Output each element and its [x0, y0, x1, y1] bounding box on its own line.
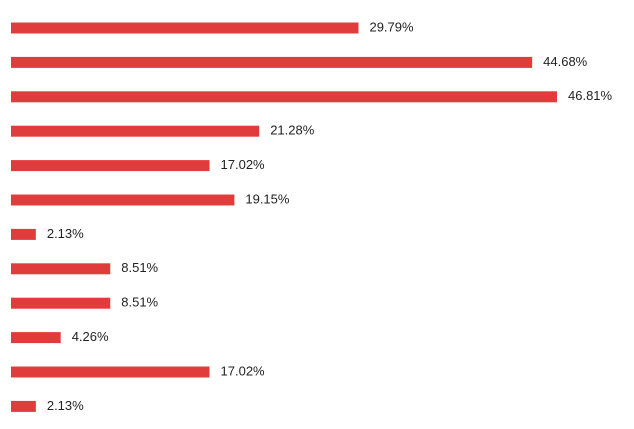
value-label: 17.02%: [221, 363, 266, 378]
value-label: 19.15%: [245, 191, 290, 206]
bar: [11, 366, 210, 378]
value-label: 2.13%: [47, 398, 84, 413]
bar: [11, 56, 533, 68]
value-label: 8.51%: [121, 260, 158, 275]
value-label: 29.79%: [369, 19, 414, 34]
bar: [11, 228, 36, 240]
bar: [11, 297, 111, 309]
bar: [11, 160, 210, 172]
bar: [11, 194, 235, 206]
value-label: 2.13%: [47, 226, 84, 241]
value-label: 17.02%: [221, 157, 266, 172]
bar: [11, 22, 359, 34]
value-label: 4.26%: [72, 329, 109, 344]
bar: [11, 91, 557, 103]
bar: [11, 263, 111, 275]
value-label: 44.68%: [543, 54, 588, 69]
value-label: 8.51%: [121, 295, 158, 310]
value-label: 21.28%: [270, 123, 315, 138]
bar: [11, 400, 36, 412]
bar: [11, 125, 260, 137]
value-label: 46.81%: [568, 88, 613, 103]
bar: [11, 332, 61, 344]
